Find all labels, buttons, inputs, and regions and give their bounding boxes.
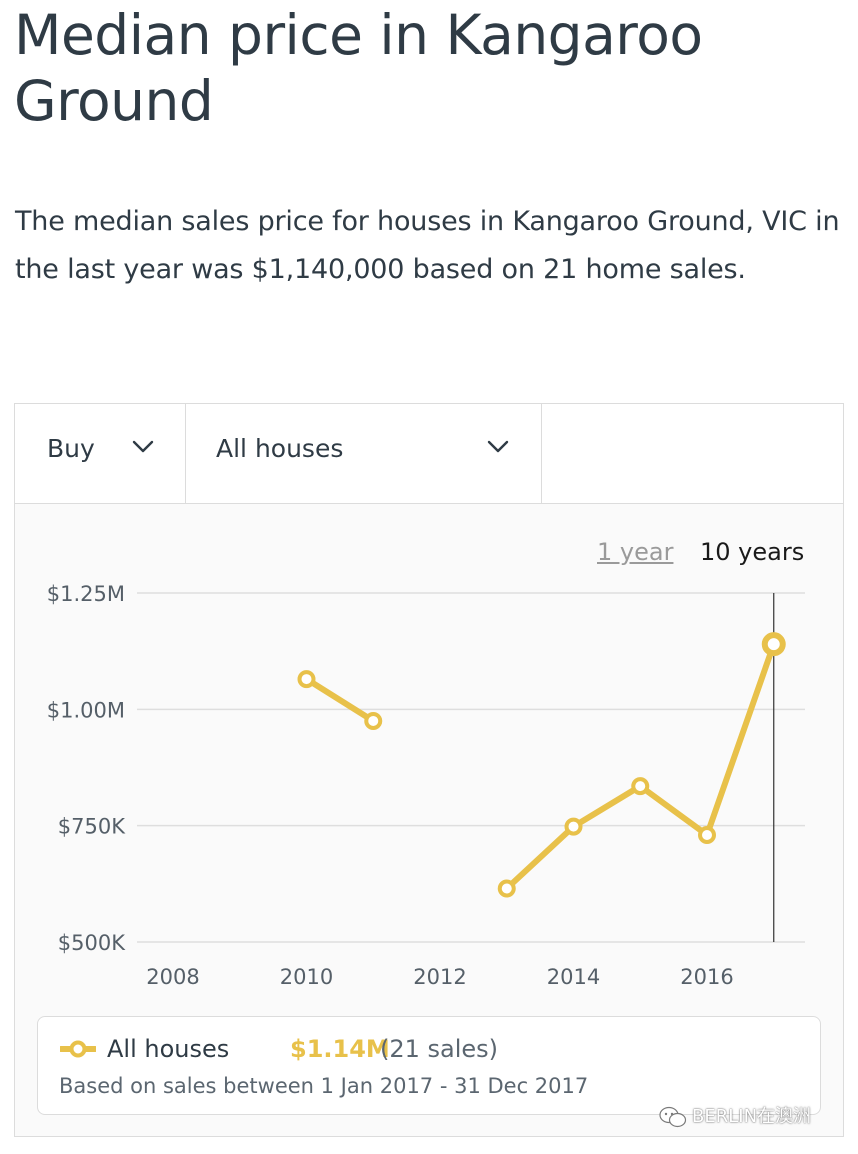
data-point[interactable] <box>631 777 650 796</box>
y-axis-labels: $500K $750K $1.00M $1.25M <box>47 582 126 955</box>
listing-type-dropdown[interactable]: Buy <box>15 404 186 503</box>
legend-median-value: $1.14M <box>290 1035 390 1063</box>
data-point[interactable] <box>364 711 383 730</box>
x-axis-labels: 2008 2010 2012 2014 2016 <box>146 965 733 989</box>
page-title: Median price in Kangaroo Ground <box>14 3 703 133</box>
series-lines <box>303 641 777 892</box>
page-description: The median sales price for houses in Kan… <box>15 206 840 285</box>
x-tick-label: 2010 <box>280 965 333 989</box>
chart-grid <box>137 592 805 943</box>
x-tick-label: 2016 <box>680 965 733 989</box>
y-tick-label: $750K <box>58 815 126 839</box>
data-point[interactable] <box>297 670 316 689</box>
filter-bar: Buy All houses <box>15 404 843 504</box>
chart-legend: All houses $1.14M (21 sales) Based on sa… <box>37 1016 821 1115</box>
legend-sales-count: (21 sales) <box>380 1035 499 1063</box>
series-line-segment <box>303 676 377 724</box>
wechat-icon <box>659 1106 687 1128</box>
series-line-segment <box>704 641 777 838</box>
y-tick-label: $1.25M <box>47 582 125 606</box>
y-tick-label: $500K <box>58 931 126 955</box>
data-point-highlighted[interactable] <box>761 632 786 657</box>
x-tick-label: 2008 <box>146 965 199 989</box>
range-10-years-tab[interactable]: 10 years <box>700 538 805 566</box>
legend-date-range-note: Based on sales between 1 Jan 2017 - 31 D… <box>59 1074 589 1098</box>
watermark-text: BERLIN在澳洲 <box>692 1106 812 1127</box>
series-swatch-icon <box>60 1040 96 1058</box>
chevron-down-icon <box>487 440 509 453</box>
watermark: BERLIN在澳洲 <box>658 1102 811 1132</box>
property-type-dropdown[interactable]: All houses <box>186 404 542 503</box>
y-tick-label: $1.00M <box>47 698 125 722</box>
property-type-label: All houses <box>216 434 344 463</box>
x-tick-label: 2014 <box>547 965 600 989</box>
series-line-segment <box>570 783 644 830</box>
data-point[interactable] <box>497 879 516 898</box>
series-line-segment <box>637 783 710 838</box>
chevron-down-icon <box>132 440 154 453</box>
x-tick-label: 2012 <box>413 965 466 989</box>
median-price-chart: $500K$750K$1.00M$1.25M 2008 2010 2012 2014 2… <box>47 582 805 989</box>
series-line-segment <box>503 823 577 892</box>
data-point[interactable] <box>564 817 583 836</box>
range-1-year-link[interactable]: 1 year <box>597 538 674 566</box>
series-points <box>297 632 786 898</box>
listing-type-label: Buy <box>47 434 95 463</box>
median-price-card: Buy All houses 1 year 10 years $500K $750… <box>14 403 844 1137</box>
legend-series-name: All houses <box>107 1035 230 1063</box>
data-point[interactable] <box>698 825 716 844</box>
